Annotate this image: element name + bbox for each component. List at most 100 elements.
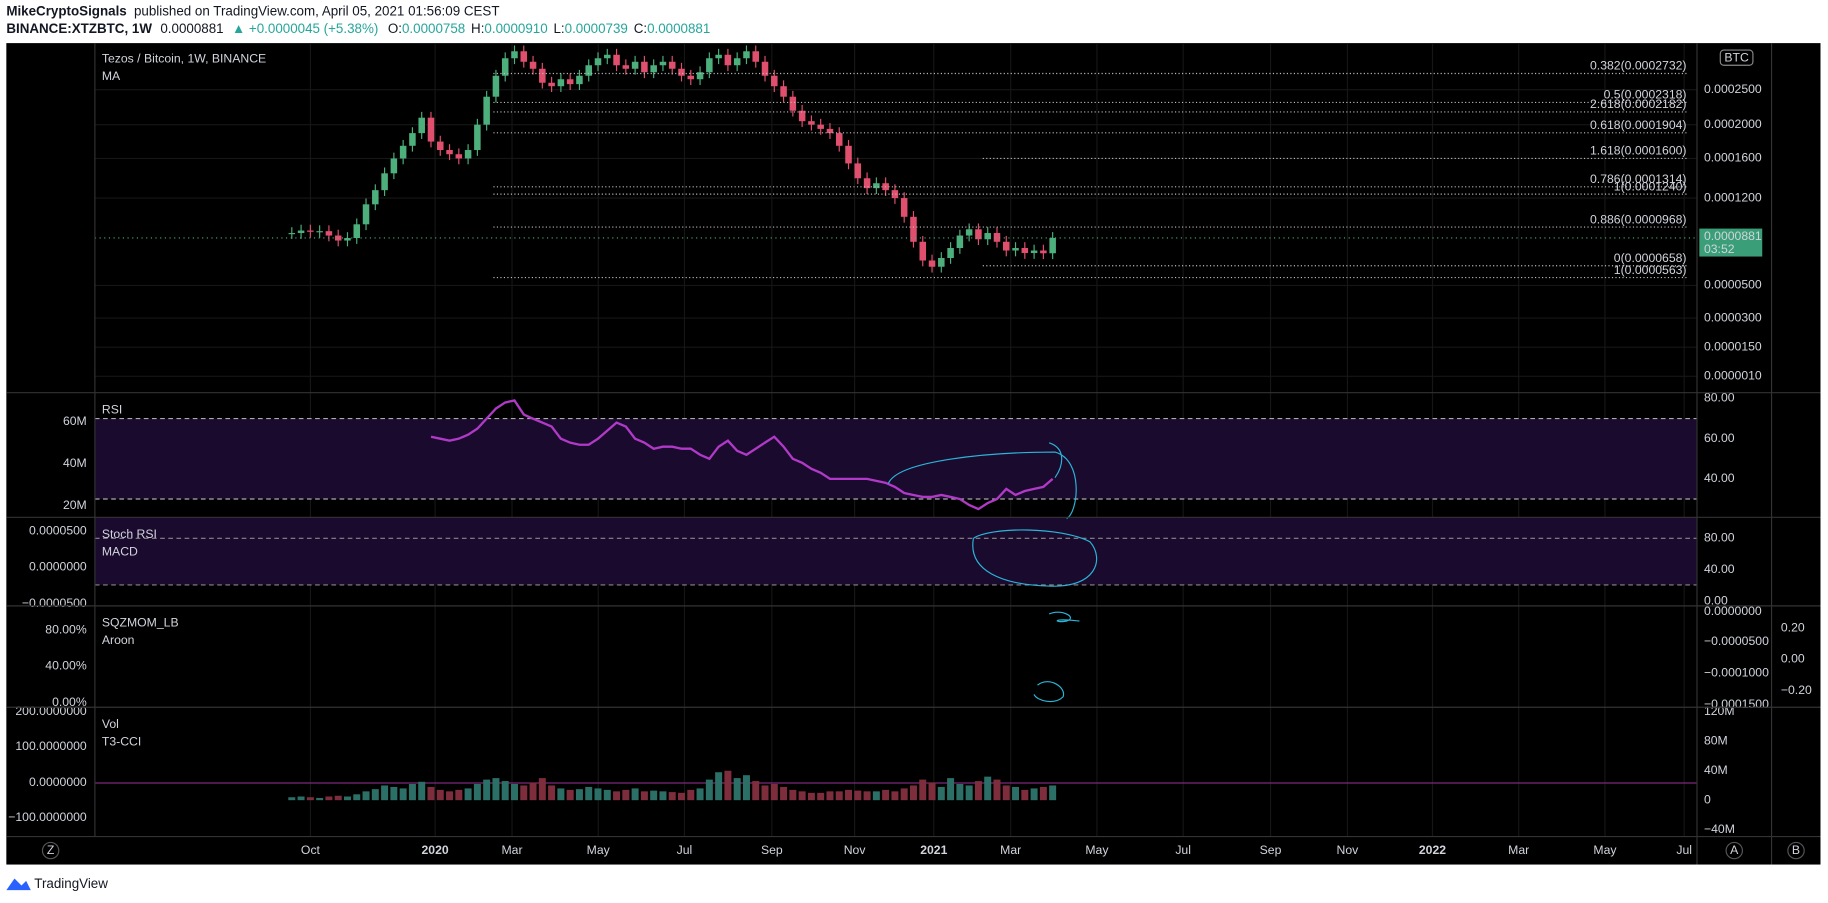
volume-bar bbox=[1002, 785, 1010, 801]
volume-bar bbox=[297, 796, 305, 801]
volume-bar bbox=[464, 788, 472, 801]
volume-bar bbox=[928, 782, 936, 801]
logo bbox=[6, 878, 31, 891]
volume-bar bbox=[631, 788, 639, 801]
pane-label: RSI bbox=[102, 402, 122, 416]
volume-bar bbox=[483, 779, 491, 801]
volume-bar bbox=[538, 778, 546, 801]
candle-body bbox=[928, 260, 936, 267]
candle-body bbox=[650, 65, 657, 73]
y-tick-label: 0.0000300 bbox=[1704, 310, 1762, 324]
candle-body bbox=[297, 230, 305, 234]
pane-label: T3-CCI bbox=[102, 734, 141, 748]
candle-body bbox=[678, 68, 685, 76]
x-tick-label: May bbox=[1085, 843, 1109, 857]
y-tick-label: 0.20 bbox=[1781, 620, 1805, 634]
y-tick-label: 0.00 bbox=[1704, 593, 1728, 607]
y-tick-label-left: −100.0000000 bbox=[8, 810, 87, 824]
candle-body bbox=[863, 178, 871, 189]
button[interactable] bbox=[1787, 841, 1805, 860]
volume-bar bbox=[845, 789, 853, 801]
candle-body bbox=[399, 145, 407, 159]
volume-bar bbox=[947, 778, 955, 801]
volume-bar bbox=[288, 797, 296, 801]
annotation bbox=[887, 442, 1077, 520]
candle-body bbox=[1002, 241, 1010, 251]
volume-bar bbox=[678, 792, 686, 801]
pane-title: Tezos / Bitcoin, 1W, BINANCE bbox=[102, 52, 266, 66]
volume-bar bbox=[306, 797, 314, 801]
candle-body bbox=[604, 54, 611, 59]
pane-label: Aroon bbox=[102, 633, 135, 647]
candle-body bbox=[873, 183, 880, 189]
price-tag bbox=[1699, 228, 1763, 257]
button-label: B bbox=[1792, 843, 1800, 857]
y-tick-label: 80M bbox=[1704, 734, 1728, 748]
candle-body bbox=[743, 51, 750, 59]
candle-body bbox=[492, 75, 500, 97]
volume-bar bbox=[316, 797, 324, 801]
candle-body bbox=[437, 141, 444, 151]
volume-bar bbox=[687, 789, 695, 801]
x-tick-label: Nov bbox=[844, 843, 867, 857]
candle-body bbox=[817, 124, 824, 129]
ohlc-value: 0.0000739 bbox=[565, 21, 628, 36]
candle-body bbox=[984, 233, 991, 240]
fib-label: 0.886(0.0000968) bbox=[1590, 212, 1686, 226]
grid bbox=[94, 43, 1697, 837]
y-tick-label: 0.0000010 bbox=[1704, 369, 1762, 383]
candle-body bbox=[780, 86, 787, 97]
x-tick-label: Mar bbox=[501, 843, 522, 857]
volume-bar bbox=[408, 783, 416, 801]
y-tick-label: −0.0001000 bbox=[1704, 666, 1769, 680]
volume-bar bbox=[919, 779, 927, 801]
y-tick-label: 0.0002000 bbox=[1704, 117, 1762, 131]
x-tick-label: Mar bbox=[1508, 843, 1529, 857]
volume-bar bbox=[872, 791, 880, 801]
volume-bar bbox=[909, 785, 917, 801]
candle-body bbox=[956, 235, 964, 249]
y-tick-label: −40M bbox=[1704, 822, 1735, 836]
volume-bar bbox=[622, 789, 630, 801]
volume-bar bbox=[1012, 786, 1020, 801]
fib-label: 1(0.0000563) bbox=[1614, 263, 1687, 277]
candle-body bbox=[845, 145, 852, 164]
volume-bar bbox=[575, 789, 583, 801]
volume-bar bbox=[974, 781, 982, 801]
volume-bar bbox=[557, 788, 565, 801]
y-tick-label: 0.00 bbox=[1781, 652, 1805, 666]
volume-bar bbox=[724, 770, 732, 801]
candle-body bbox=[409, 133, 416, 146]
currency: BTC bbox=[1724, 50, 1749, 64]
y-tick-label: 120M bbox=[1704, 704, 1735, 718]
x-tick-label: Jul bbox=[1175, 843, 1191, 857]
candle-body bbox=[696, 72, 704, 80]
volume-bar bbox=[1049, 785, 1057, 801]
volume-bar bbox=[659, 791, 667, 801]
button[interactable] bbox=[1725, 841, 1744, 860]
y-tick-label-left: −0.0000500 bbox=[22, 596, 87, 610]
candle-body bbox=[1021, 248, 1029, 254]
y-tick-label-left: 0.0000500 bbox=[29, 524, 87, 538]
ohlc-label: L: bbox=[553, 21, 564, 36]
volume-bar bbox=[854, 790, 862, 801]
volume-bar bbox=[381, 785, 389, 801]
candle-body bbox=[771, 75, 778, 87]
volume-bar bbox=[993, 779, 1001, 801]
candle-body bbox=[501, 58, 509, 76]
volume-bar bbox=[882, 789, 890, 801]
candle-body bbox=[910, 216, 917, 242]
candle-body bbox=[687, 75, 695, 80]
fib-label: 0(0.0000658) bbox=[1614, 251, 1687, 265]
pane-label: SQZMOM_LB bbox=[102, 616, 179, 630]
volume-bar bbox=[900, 788, 908, 801]
published: published on TradingView.com, April 05, … bbox=[134, 3, 500, 18]
brand: TradingView bbox=[34, 876, 108, 891]
candle-body bbox=[835, 133, 843, 146]
button[interactable] bbox=[41, 841, 60, 860]
button-label: A bbox=[1730, 843, 1739, 857]
volume-bar bbox=[325, 796, 333, 801]
volume-bar bbox=[965, 785, 973, 801]
candle-body bbox=[325, 231, 333, 236]
candle-body bbox=[622, 65, 630, 69]
